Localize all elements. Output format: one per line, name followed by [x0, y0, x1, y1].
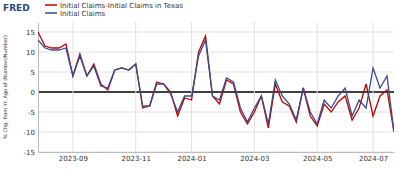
x-tick: 2023-09 — [59, 152, 88, 163]
x-tick: 2024-01 — [177, 152, 206, 163]
x-tick-label: 2024-01 — [177, 155, 206, 163]
legend-item: Initial Claims — [45, 10, 105, 18]
legend: Initial Claims-Initial Claims in TexasIn… — [45, 2, 183, 18]
grid-line-y — [38, 72, 394, 73]
grid-line-y — [38, 52, 394, 53]
legend-swatch — [45, 12, 57, 14]
x-tick: 2024-05 — [303, 152, 332, 163]
y-axis-title: % Chg. from Yr. Ago of (Number/Number) — [2, 35, 9, 139]
y-axis-line — [38, 23, 39, 153]
x-tick: 2024-07 — [359, 152, 388, 163]
legend-swatch — [45, 4, 57, 6]
y-tick-label: -5 — [28, 109, 35, 117]
grid-line-x — [72, 22, 73, 152]
grid-line-y — [38, 152, 394, 153]
grid-line-y — [38, 132, 394, 133]
x-tick-label: 2023-09 — [59, 155, 88, 163]
series-group — [38, 32, 394, 132]
x-tick-label: 2024-07 — [359, 155, 388, 163]
grid-line-x — [135, 22, 136, 152]
legend-item: Initial Claims-Initial Claims in Texas — [45, 2, 183, 10]
grid-line-y — [38, 32, 394, 33]
y-tick-label: 0 — [31, 89, 35, 97]
grid — [38, 22, 394, 152]
grid-line-x — [191, 22, 192, 152]
x-axis-line — [39, 152, 395, 153]
x-tick: 2023-11 — [122, 152, 151, 163]
x-tick-label: 2024-05 — [303, 155, 332, 163]
y-tick-label: 15 — [26, 29, 35, 37]
y-tick: 15 — [26, 29, 38, 37]
logo-text: FRED — [3, 3, 30, 13]
x-tick-label: 2023-11 — [122, 155, 151, 163]
chart: -15 -10 -5 0 5 10 15 2023-09 2023-11 2024-01 2024-… — [0, 0, 400, 170]
y-tick: 10 — [26, 49, 38, 57]
y-tick-label: -10 — [24, 129, 35, 137]
y-tick: -10 — [24, 129, 38, 137]
legend-label: Initial Claims-Initial Claims in Texas — [60, 2, 183, 10]
y-tick: -15 — [24, 149, 38, 157]
grid-line-x — [373, 22, 374, 152]
y-tick: -5 — [28, 109, 38, 117]
grid-line-x — [254, 22, 255, 152]
y-axis: -15 -10 -5 0 5 10 15 — [24, 23, 39, 157]
y-tick-label: 10 — [26, 49, 35, 57]
y-tick: 5 — [31, 69, 38, 77]
y-tick-label: 5 — [31, 69, 35, 77]
y-tick-label: -15 — [24, 149, 35, 157]
legend-label: Initial Claims — [60, 10, 105, 18]
series-line — [38, 40, 394, 132]
y-tick: 0 — [31, 89, 38, 97]
plot-area: -15 -10 -5 0 5 10 15 2023-09 2023-11 2024-01 2024-… — [24, 22, 395, 163]
grid-line-y — [38, 112, 394, 113]
grid-line-x — [317, 22, 318, 152]
x-axis: 2023-09 2023-11 2024-01 2024-03 2024-05 2024-… — [39, 152, 395, 163]
x-tick-label: 2024-03 — [240, 155, 269, 163]
logo: FRED — [3, 3, 30, 13]
series-line — [38, 32, 394, 132]
x-tick: 2024-03 — [240, 152, 269, 163]
